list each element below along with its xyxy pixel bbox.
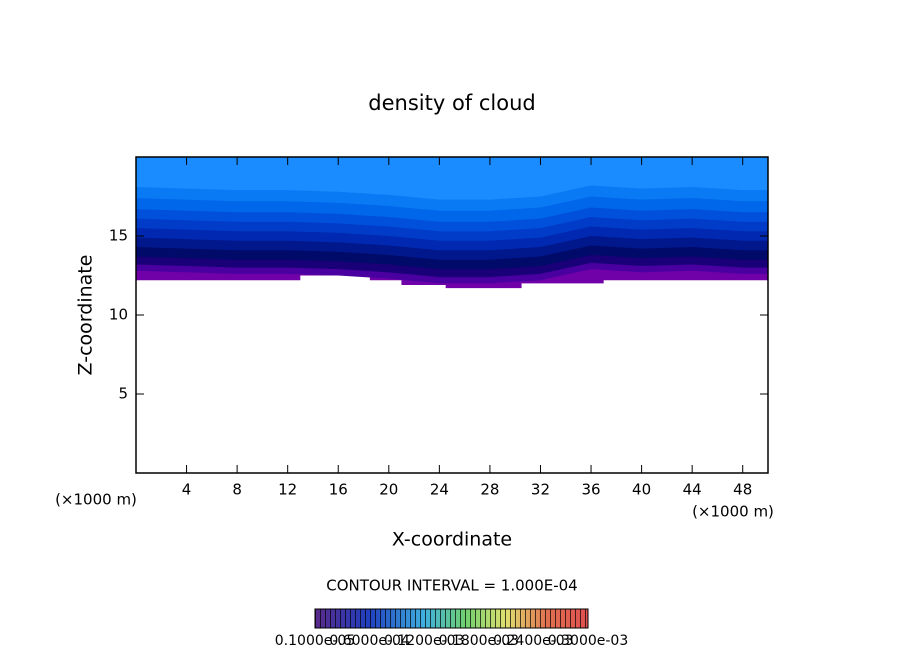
- contour-interval: CONTOUR INTERVAL = 1.000E-04: [326, 577, 577, 595]
- x-tick-label: 48: [733, 481, 752, 499]
- x-tick-label: 20: [379, 481, 398, 499]
- colorbar-label: 0.1000e-05: [275, 633, 355, 649]
- y-axis-label: Z-coordinate: [75, 255, 97, 376]
- plot-area: [136, 157, 768, 289]
- x-tick-label: 12: [278, 481, 297, 499]
- y-tick-label: 15: [109, 227, 128, 245]
- x-tick-label: 44: [683, 481, 702, 499]
- x-unit-label: (×1000 m): [55, 491, 137, 509]
- x-tick-label: 36: [581, 481, 600, 499]
- colorbar-label: 0.3000e-03: [548, 633, 628, 649]
- x-tick-label: 16: [329, 481, 348, 499]
- x-tick-label: 4: [182, 481, 192, 499]
- y-tick-label: 10: [109, 306, 128, 324]
- x-tick-label: 24: [430, 481, 449, 499]
- colorbar-stripes: [314, 608, 589, 629]
- colorbar-label: 0.1800e-03: [439, 633, 519, 649]
- chart-title: density of cloud: [368, 91, 535, 115]
- x-tick-label: 28: [480, 481, 499, 499]
- x-tick-label: 40: [632, 481, 651, 499]
- x-axis-label: X-coordinate: [392, 529, 512, 551]
- colorbar-label: 0.1200e-03: [384, 633, 464, 649]
- colorbar-label: 0.6000e-04: [329, 633, 410, 649]
- x-unit-label: (×1000 m): [692, 503, 774, 521]
- contour-band: [136, 157, 768, 200]
- x-tick-label: 8: [232, 481, 242, 499]
- y-tick-label: 5: [118, 385, 128, 403]
- x-tick-label: 32: [531, 481, 550, 499]
- colorbar-label: 0.2400e-03: [493, 633, 573, 649]
